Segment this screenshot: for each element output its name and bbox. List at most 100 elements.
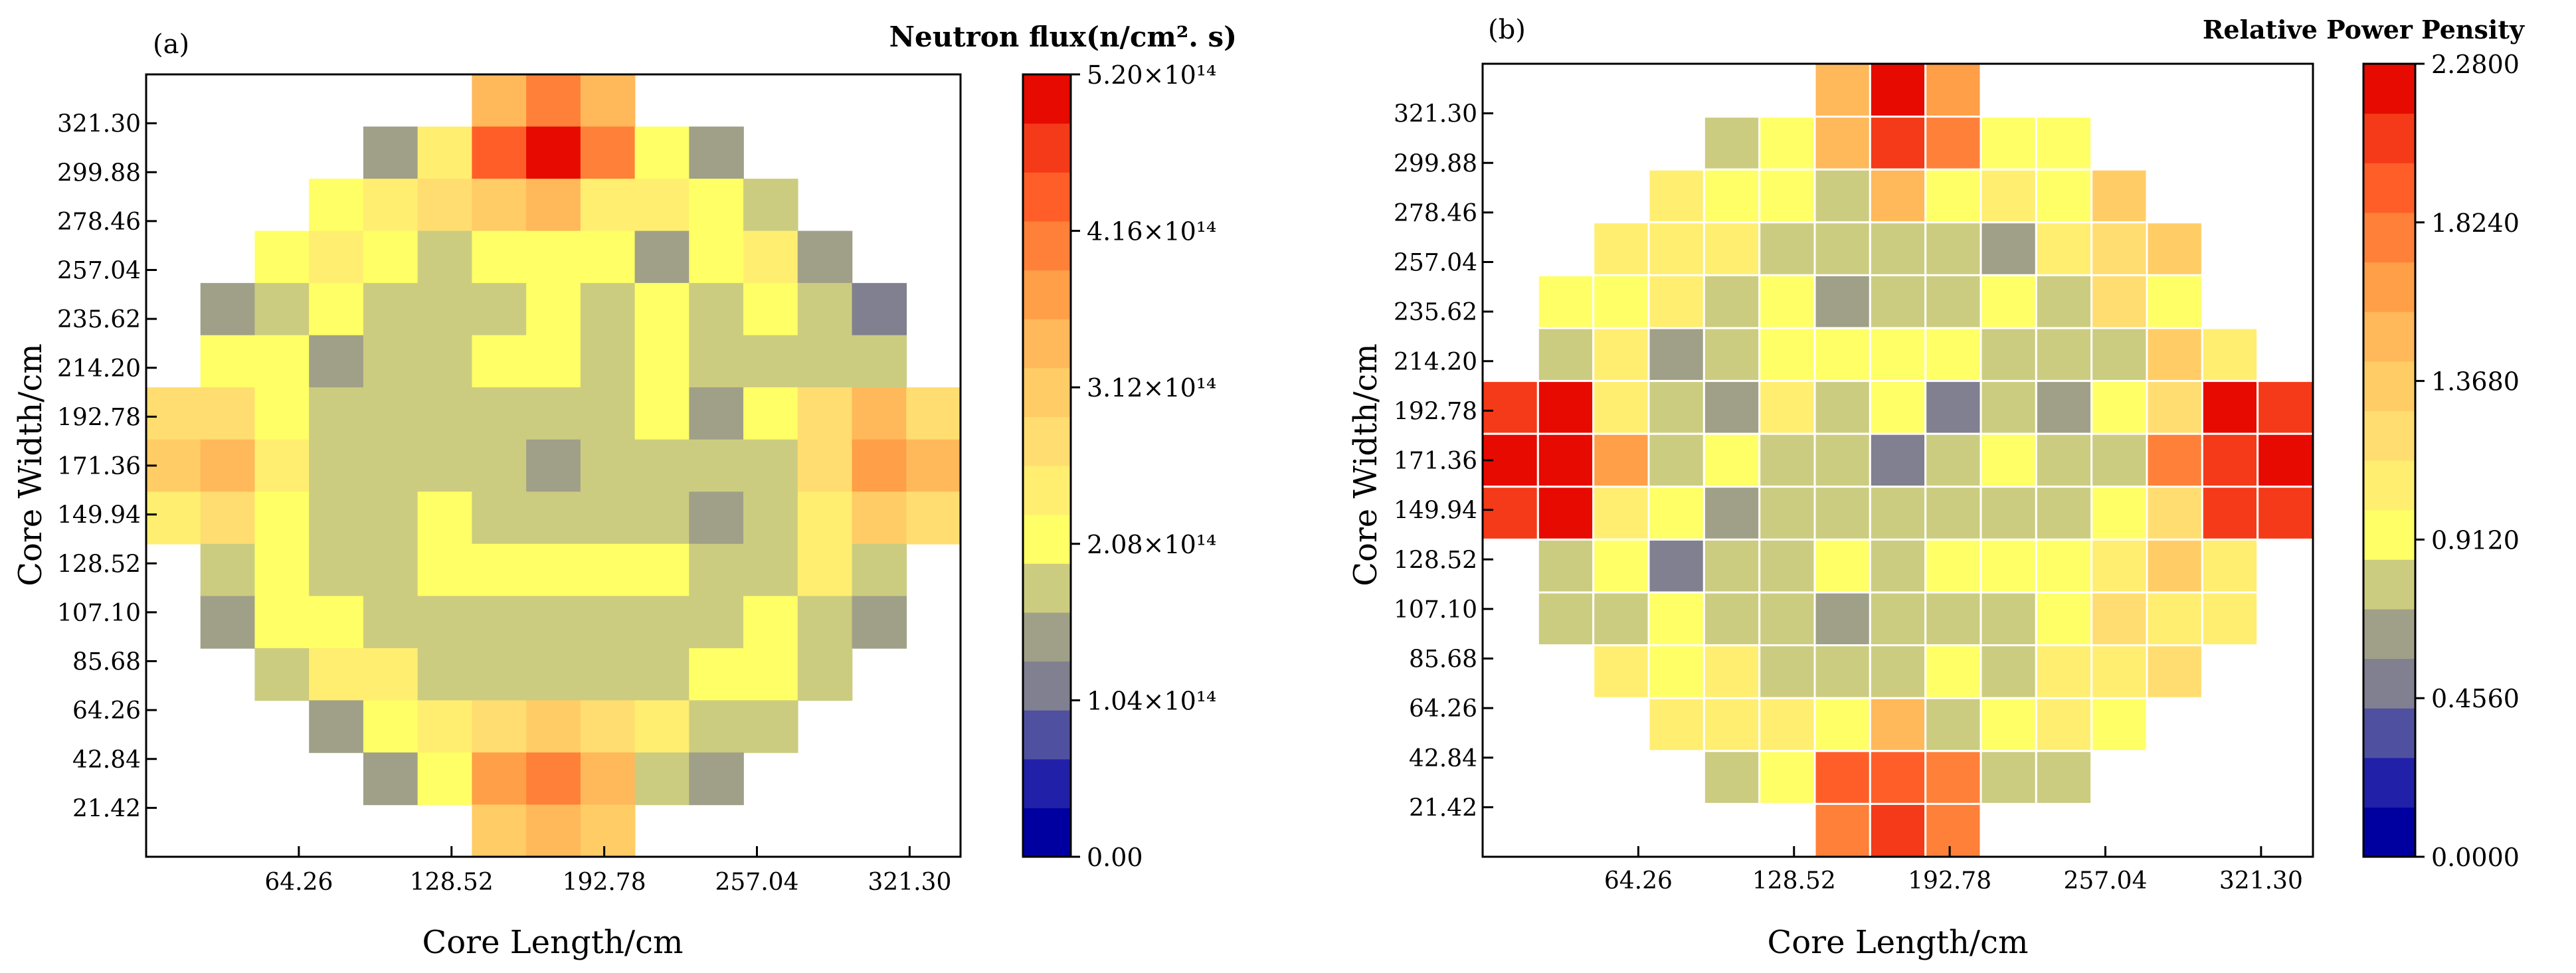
heatmap-cell — [797, 387, 853, 440]
heatmap-cell — [1647, 644, 1705, 699]
heatmap-cell — [1813, 116, 1871, 171]
heatmap-cell — [852, 491, 907, 545]
heatmap-cell — [852, 596, 907, 649]
heatmap-cell — [472, 230, 527, 284]
heatmap-cell — [1758, 750, 1816, 805]
heatmap-cell — [472, 335, 527, 388]
heatmap-cell — [526, 700, 581, 753]
heatmap-cell — [1758, 380, 1816, 435]
heatmap-cell — [1647, 432, 1705, 488]
heatmap-cell — [2035, 327, 2093, 383]
heatmap-cell — [2201, 380, 2259, 435]
heatmap-cell — [472, 752, 527, 806]
heatmap-cell — [2090, 432, 2148, 488]
colorbar-swatch — [2363, 163, 2415, 213]
colorbar-tick-label: 2.08×10¹⁴ — [1087, 530, 1216, 559]
heatmap-cell — [2090, 274, 2148, 329]
heatmap-cell — [1979, 380, 2037, 435]
heatmap-cell — [743, 648, 798, 701]
heatmap-cell — [1758, 432, 1816, 488]
heatmap-cell — [797, 543, 853, 597]
heatmap-cell — [689, 283, 744, 336]
heatmap-cell — [2090, 697, 2148, 752]
heatmap-cell — [1813, 168, 1871, 224]
heatmap-cell — [2146, 644, 2203, 699]
colorbar-swatch — [2363, 757, 2415, 808]
heatmap-cell — [1813, 644, 1871, 699]
heatmap-cell — [1869, 274, 1927, 329]
colorbar-swatch — [2363, 113, 2415, 163]
panel-a-heatmap-cells — [146, 74, 961, 857]
y-tick-label: 257.04 — [57, 258, 141, 285]
heatmap-cell — [797, 648, 853, 701]
heatmap-cell — [1813, 538, 1871, 594]
heatmap-cell — [1869, 62, 1927, 118]
x-tick-label: 128.52 — [1752, 867, 1836, 895]
heatmap-cell — [689, 179, 744, 232]
heatmap-cell — [634, 439, 690, 493]
heatmap-cell — [254, 387, 310, 440]
heatmap-cell — [363, 700, 418, 753]
heatmap-cell — [1481, 380, 1539, 435]
heatmap-cell — [2090, 327, 2148, 383]
heatmap-cell — [363, 491, 418, 545]
heatmap-cell — [363, 179, 418, 232]
heatmap-cell — [526, 126, 581, 179]
heatmap-cell — [2146, 432, 2203, 488]
heatmap-cell — [580, 335, 636, 388]
heatmap-cell — [906, 387, 961, 440]
heatmap-cell — [580, 126, 636, 179]
colorbar-swatch — [1023, 710, 1071, 760]
heatmap-cell — [417, 648, 473, 701]
y-tick-label: 192.78 — [57, 404, 141, 431]
heatmap-cell — [309, 230, 364, 284]
heatmap-cell — [1758, 327, 1816, 383]
heatmap-cell — [1813, 380, 1871, 435]
heatmap-cell — [1813, 221, 1871, 276]
y-tick-label: 85.68 — [1409, 646, 1477, 673]
heatmap-cell — [2146, 274, 2203, 329]
heatmap-cell — [1592, 327, 1650, 383]
y-tick-label: 235.62 — [1394, 299, 1477, 326]
heatmap-cell — [1536, 274, 1595, 329]
colorbar-tick-label: 3.12×10¹⁴ — [1087, 373, 1216, 402]
panel-a-x-axis-label: Core Length/cm — [422, 924, 684, 961]
colorbar-swatch — [2363, 608, 2415, 660]
heatmap-cell — [689, 543, 744, 597]
colorbar-tick-label: 0.9120 — [2431, 525, 2520, 555]
heatmap-cell — [2256, 486, 2314, 541]
heatmap-cell — [2201, 538, 2259, 594]
heatmap-cell — [309, 648, 364, 701]
colorbar-swatch — [1023, 123, 1071, 173]
heatmap-cell — [2090, 380, 2148, 435]
heatmap-cell — [689, 439, 744, 493]
heatmap-cell — [1869, 644, 1927, 699]
colorbar-swatch — [2363, 311, 2415, 362]
heatmap-cell — [1536, 538, 1595, 594]
heatmap-cell — [363, 596, 418, 649]
colorbar-frame — [2362, 62, 2417, 858]
heatmap-cell — [526, 648, 581, 701]
heatmap-cell — [689, 387, 744, 440]
heatmap-cell — [472, 543, 527, 597]
y-tick-label: 42.84 — [1409, 745, 1477, 772]
heatmap-cell — [1924, 221, 1982, 276]
heatmap-cell — [689, 596, 744, 649]
x-tick-label: 192.78 — [1908, 867, 1991, 895]
heatmap-cell — [580, 700, 636, 753]
heatmap-cell — [1869, 380, 1927, 435]
colorbar-tick-label: 1.8240 — [2431, 209, 2520, 238]
heatmap-cell — [2201, 591, 2259, 647]
heatmap-cell — [1924, 380, 1982, 435]
heatmap-cell — [309, 543, 364, 597]
heatmap-cell — [580, 230, 636, 284]
heatmap-cell — [1758, 486, 1816, 541]
colorbar-swatch — [2363, 410, 2415, 461]
heatmap-cell — [200, 283, 256, 336]
heatmap-cell — [852, 387, 907, 440]
heatmap-cell — [2146, 221, 2203, 276]
heatmap-cell — [1869, 168, 1927, 224]
heatmap-cell — [743, 491, 798, 545]
heatmap-cell — [1758, 591, 1816, 647]
heatmap-cell — [472, 491, 527, 545]
